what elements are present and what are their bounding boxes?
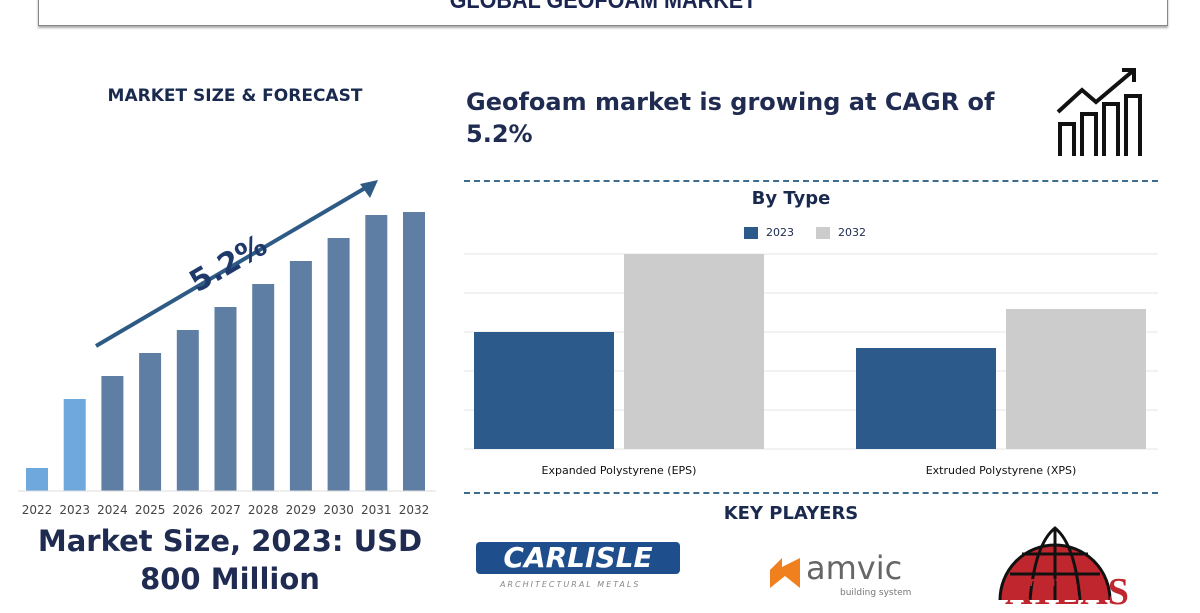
- bar-2031: [365, 215, 388, 491]
- category-label: Expanded Polystyrene (EPS): [542, 464, 697, 477]
- amvic-logo: amvic: [806, 549, 903, 587]
- bar-2025: [139, 353, 162, 491]
- bar-2022: [26, 468, 48, 491]
- carlisle-logo: CARLISLE: [476, 542, 680, 574]
- key-players-heading: KEY PLAYERS: [723, 503, 859, 524]
- tick-label: 2022: [22, 503, 53, 517]
- amvic-sub: building system: [840, 588, 912, 598]
- tick-label: 2031: [361, 503, 392, 517]
- tick-label: 2032: [399, 503, 430, 517]
- bar-2028: [252, 284, 275, 491]
- bar-2030: [327, 238, 350, 491]
- category-label: Extruded Polystyrene (XPS): [926, 464, 1077, 477]
- market-size-heading: MARKET SIZE & FORECAST: [107, 86, 363, 106]
- bar-2032-1: [1006, 309, 1146, 449]
- growth-arrow: [94, 182, 374, 348]
- by-type-chart: Expanded Polystyrene (EPS) Extruded Polys…: [464, 253, 1158, 477]
- bar-2029: [289, 261, 312, 491]
- legend-2032: 2032: [816, 226, 866, 239]
- tick-label: 2028: [248, 503, 279, 517]
- bar-2026: [176, 330, 199, 491]
- amvic-flame-icon: [770, 558, 800, 588]
- forecast-chart: 2022 2023 2024 2025 2026 2027 2028 2029 2030 2031…: [18, 180, 436, 517]
- page-title: GLOBAL GEOFOAM MARKET: [449, 0, 757, 14]
- growth-chart-icon: [1056, 68, 1142, 156]
- title-box: GLOBAL GEOFOAM MARKET: [38, 0, 1168, 26]
- bar-2027: [214, 307, 237, 491]
- bar-2032-0: [624, 254, 764, 449]
- legend-2023: 2023: [744, 226, 794, 239]
- divider: [464, 180, 1158, 182]
- tick-label: 2025: [135, 503, 166, 517]
- tick-label: 2027: [210, 503, 241, 517]
- bar-2032: [403, 212, 425, 491]
- bar-2023-0: [474, 332, 614, 449]
- cagr-headline: Geofoam market is growing at CAGR of 5.2…: [466, 88, 995, 148]
- atlas-logo: ATLAS: [1005, 571, 1129, 613]
- atlas-globe-icon: [998, 526, 1112, 600]
- divider: [464, 492, 1158, 494]
- tick-label: 2030: [323, 503, 354, 517]
- bar-2024: [101, 376, 124, 491]
- tick-label: 2024: [97, 503, 128, 517]
- bar-2023-1: [856, 348, 996, 449]
- arrow-head: [360, 180, 378, 198]
- tick-label: 2026: [173, 503, 204, 517]
- bar-2023: [63, 399, 86, 491]
- tick-label: 2023: [59, 503, 90, 517]
- by-type-title: By Type: [751, 188, 831, 209]
- tick-label: 2029: [286, 503, 317, 517]
- legend: 2023 2032: [744, 226, 866, 239]
- market-size-text: Market Size, 2023: USD 800 Million: [37, 524, 423, 596]
- carlisle-sub: ARCHITECTURAL METALS: [500, 580, 641, 589]
